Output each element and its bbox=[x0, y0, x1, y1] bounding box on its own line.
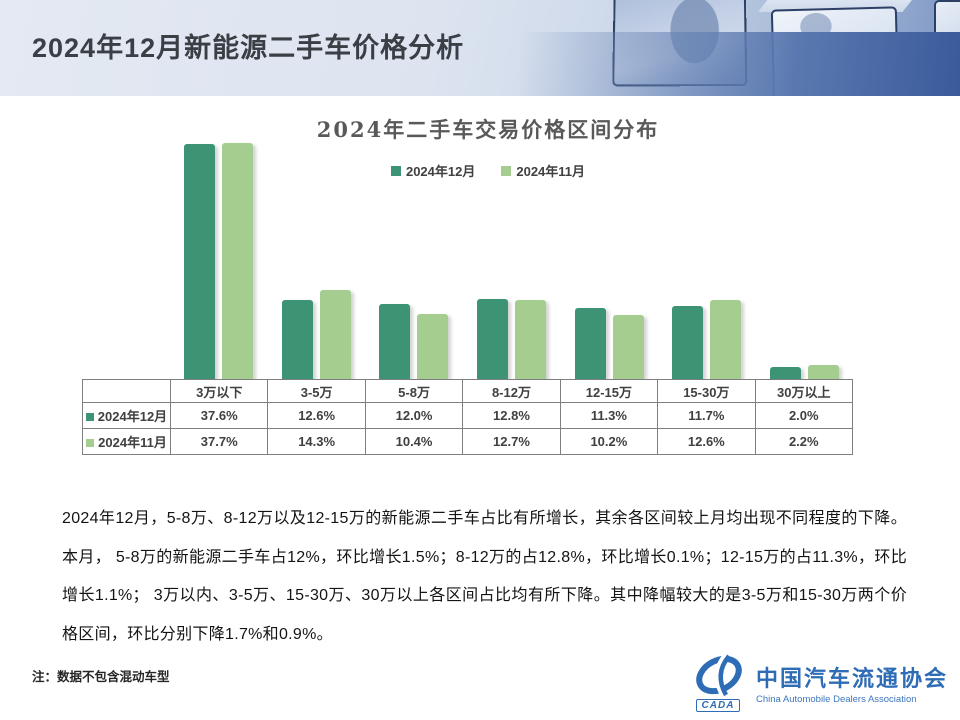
bar bbox=[710, 300, 742, 379]
bar bbox=[476, 299, 508, 379]
table-column-header: 30万以上 bbox=[754, 379, 854, 403]
bar bbox=[672, 305, 704, 379]
bar-group bbox=[365, 143, 463, 379]
table-row-label: 2024年12月 bbox=[82, 402, 171, 429]
legend-item: 2024年11月 bbox=[501, 161, 585, 180]
table-cell: 11.3% bbox=[559, 402, 659, 429]
table-row-label: 2024年11月 bbox=[82, 428, 171, 455]
analysis-text: 2024年12月，5-8万、8-12万以及12-15万的新能源二手车占比有所增长… bbox=[62, 510, 907, 643]
bar-group bbox=[268, 143, 366, 379]
bar-group bbox=[658, 143, 756, 379]
bar bbox=[769, 366, 801, 379]
page-title: 2024年12月新能源二手车价格分析 bbox=[32, 33, 465, 63]
legend-item: 2024年12月 bbox=[390, 161, 476, 180]
cada-abbr: CADA bbox=[695, 699, 740, 712]
bar bbox=[514, 299, 546, 379]
table-column-header: 8-12万 bbox=[462, 379, 561, 403]
table-row: 2024年12月 37.6% 12.6% 12.0% 12.8% 11.3% 11.7% 2.… bbox=[82, 402, 854, 429]
header-floor-gradient bbox=[520, 32, 960, 96]
table-column-header: 15-30万 bbox=[657, 379, 756, 403]
bar-group bbox=[463, 143, 561, 379]
bar bbox=[379, 304, 411, 379]
table-cell: 37.7% bbox=[169, 428, 269, 455]
bar-group bbox=[170, 143, 268, 379]
chart-title: 2024年二手车交易价格区间分布 bbox=[316, 117, 660, 142]
table-cell: 10.2% bbox=[559, 428, 659, 455]
legend-label: 2024年12月 bbox=[405, 164, 476, 179]
legend-swatch-icon bbox=[390, 165, 401, 176]
bar-group bbox=[560, 143, 658, 379]
bar bbox=[417, 314, 449, 379]
chart-data-table: 3万以下 3-5万 5-8万 8-12万 12-15万 15-30万 30万以上 2024年… bbox=[82, 379, 854, 455]
org-name-en: China Automobile Dealers Association bbox=[755, 694, 917, 705]
header-banner: 2024年12月新能源二手车价格分析 bbox=[0, 0, 960, 96]
table-cell: 12.8% bbox=[462, 402, 561, 429]
legend-swatch-icon bbox=[501, 165, 512, 176]
table-column-header: 3万以下 bbox=[169, 379, 269, 403]
footnote: 注：数据不包含混动车型 bbox=[32, 670, 170, 684]
series-swatch-icon bbox=[85, 413, 94, 421]
table-column-header: 3-5万 bbox=[267, 379, 366, 403]
table-cell: 2.2% bbox=[754, 428, 854, 455]
table-cell: 12.0% bbox=[364, 402, 464, 429]
bar-group bbox=[755, 143, 853, 379]
table-cell: 12.6% bbox=[267, 402, 366, 429]
table-corner-cell bbox=[82, 379, 171, 403]
table-row: 2024年11月 37.7% 14.3% 10.4% 12.7% 10.2% 12.6% 2.… bbox=[82, 428, 854, 455]
legend-label: 2024年11月 bbox=[516, 164, 586, 179]
table-cell: 10.4% bbox=[364, 428, 464, 455]
bar bbox=[281, 300, 313, 379]
table-header-row: 3万以下 3-5万 5-8万 8-12万 12-15万 15-30万 30万以上 bbox=[82, 379, 854, 403]
bar bbox=[612, 315, 644, 379]
table-cell: 12.7% bbox=[462, 428, 561, 455]
series-swatch-icon bbox=[86, 439, 95, 447]
table-column-header: 12-15万 bbox=[559, 379, 659, 403]
table-cell: 37.6% bbox=[169, 402, 269, 429]
table-column-header: 5-8万 bbox=[364, 379, 464, 403]
chart-legend: 2024年12月 2024年11月 bbox=[58, 161, 918, 180]
bar bbox=[222, 143, 254, 379]
bar bbox=[184, 144, 216, 379]
bar bbox=[574, 308, 606, 379]
cada-swoosh-icon bbox=[696, 652, 742, 699]
table-cell: 11.7% bbox=[657, 402, 756, 429]
cada-logo-text: 中国汽车流通协会 China Automobile Dealers Associ… bbox=[756, 661, 948, 705]
bar bbox=[807, 365, 839, 379]
chart-plot-area bbox=[170, 143, 853, 379]
cada-logo-icon: CADA bbox=[692, 652, 750, 712]
org-name-cn: 中国汽车流通协会 bbox=[755, 666, 948, 692]
bar bbox=[319, 289, 351, 379]
cada-logo: CADA 中国汽车流通协会 China Automobile Dealers A… bbox=[692, 652, 948, 712]
table-cell: 14.3% bbox=[267, 428, 366, 455]
table-cell: 12.6% bbox=[657, 428, 756, 455]
table-cell: 2.0% bbox=[754, 402, 854, 429]
